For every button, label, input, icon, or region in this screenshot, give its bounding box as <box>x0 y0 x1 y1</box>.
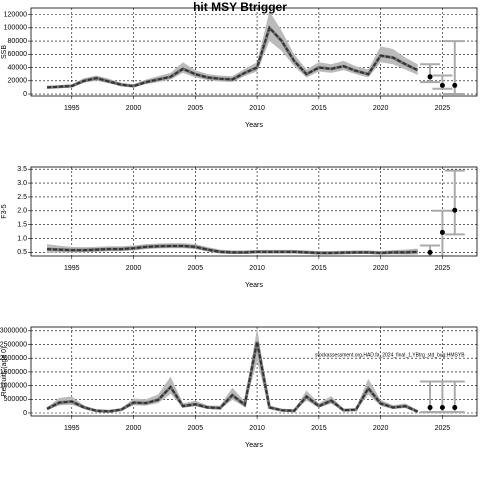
x-tick-label: 2025 <box>435 265 451 272</box>
y-tick-label: 2.5 <box>17 194 27 201</box>
x-tick-label: 2015 <box>311 105 327 112</box>
plot-frame <box>30 166 478 257</box>
y-tick-label: 1.0 <box>17 235 27 242</box>
projection-point <box>427 249 433 255</box>
projection-point <box>452 405 458 411</box>
y-tick-label: 3.5 <box>17 166 27 173</box>
plot-area <box>31 327 477 416</box>
x-tick-label: 1995 <box>64 105 80 112</box>
line <box>46 341 419 413</box>
plot-frame <box>30 326 478 417</box>
y-tick-label: 60000 <box>8 51 28 58</box>
y-tick-label: 1500000 <box>0 369 27 376</box>
y-tick-label: 0.5 <box>17 249 27 256</box>
x-tick-label: 2020 <box>373 265 389 272</box>
x-tick-label: 2010 <box>249 105 265 112</box>
line <box>47 25 419 89</box>
y-tick-label: 40000 <box>8 64 28 71</box>
x-tick-label: 2010 <box>249 425 265 432</box>
confidence-band <box>47 11 418 89</box>
x-tick-label: 2020 <box>373 425 389 432</box>
x-tick-label: 2015 <box>311 425 327 432</box>
x-tick-label: 2000 <box>126 425 142 432</box>
projection-point <box>439 229 445 235</box>
projection-point <box>452 82 458 88</box>
projection-point <box>452 207 458 213</box>
x-tick-label: 2015 <box>311 265 327 272</box>
x-tick-label: 1995 <box>64 425 80 432</box>
y-tick-label: 2000000 <box>0 355 27 362</box>
y-tick-label: 500000 <box>4 396 27 403</box>
y-tick-label: 80000 <box>8 38 28 45</box>
x-tick-label: 2020 <box>373 105 389 112</box>
y-tick-label: 2500000 <box>0 341 27 348</box>
y-tick-label: 3.0 <box>17 180 27 187</box>
y-tick-label: 2.0 <box>17 208 27 215</box>
y-tick-label: 0 <box>23 410 27 417</box>
x-tick-label: 2025 <box>435 425 451 432</box>
plot-area <box>31 167 477 256</box>
x-tick-label: 2025 <box>435 105 451 112</box>
y-tick-label: 100000 <box>4 25 27 32</box>
y-axis-label: SSB <box>1 45 8 59</box>
plot-area <box>31 8 477 96</box>
x-tick-label: 2010 <box>249 265 265 272</box>
plot-frame <box>30 7 478 97</box>
y-axis-label: Recruits (age 0) <box>1 347 8 397</box>
y-tick-label: 0 <box>23 91 27 98</box>
x-tick-label: 2005 <box>188 105 204 112</box>
x-axis-label: Years <box>245 282 263 289</box>
x-tick-label: 2000 <box>126 105 142 112</box>
y-tick-label: 1.5 <box>17 222 27 229</box>
y-tick-label: 120000 <box>4 11 27 18</box>
x-tick-label: 1995 <box>64 265 80 272</box>
x-tick-label: 2005 <box>188 265 204 272</box>
y-tick-label: 20000 <box>8 78 28 85</box>
chart-title: hit MSY Btrigger <box>193 0 287 14</box>
annotation: stockassessment.org,HAD.fa_2024_final_1,… <box>315 352 465 358</box>
x-axis-label: Years <box>245 122 263 129</box>
x-axis-label: Years <box>245 442 263 449</box>
y-tick-label: 3000000 <box>0 328 27 335</box>
y-tick-label: 1000000 <box>0 382 27 389</box>
projection-point <box>427 74 433 80</box>
projection-point <box>439 405 445 411</box>
line <box>47 245 418 254</box>
x-tick-label: 2000 <box>126 265 142 272</box>
y-axis-label: F3-5 <box>1 204 8 219</box>
x-tick-label: 2005 <box>188 425 204 432</box>
projection-point <box>427 405 433 411</box>
projection-point <box>439 82 445 88</box>
